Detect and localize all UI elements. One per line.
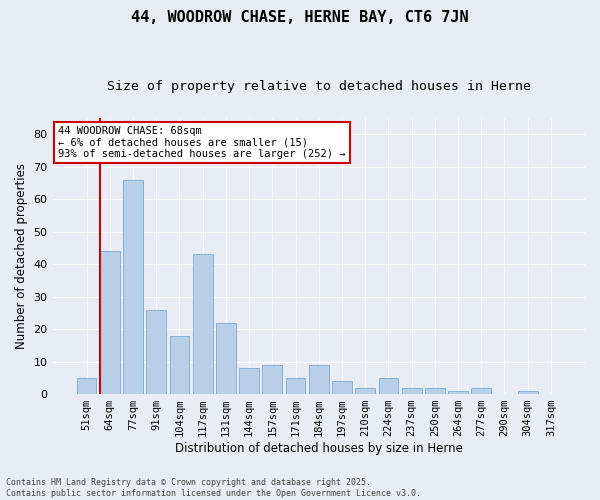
Text: 44, WOODROW CHASE, HERNE BAY, CT6 7JN: 44, WOODROW CHASE, HERNE BAY, CT6 7JN: [131, 10, 469, 25]
Bar: [518, 391, 538, 394]
Bar: [170, 336, 190, 394]
Bar: [100, 251, 119, 394]
Bar: [355, 388, 375, 394]
Bar: [448, 391, 468, 394]
Bar: [123, 180, 143, 394]
Y-axis label: Number of detached properties: Number of detached properties: [15, 163, 28, 349]
Bar: [262, 365, 282, 394]
Text: 44 WOODROW CHASE: 68sqm
← 6% of detached houses are smaller (15)
93% of semi-det: 44 WOODROW CHASE: 68sqm ← 6% of detached…: [58, 126, 346, 160]
Bar: [402, 388, 422, 394]
Bar: [239, 368, 259, 394]
Bar: [425, 388, 445, 394]
Bar: [309, 365, 329, 394]
Bar: [332, 381, 352, 394]
Bar: [472, 388, 491, 394]
Bar: [379, 378, 398, 394]
Text: Contains HM Land Registry data © Crown copyright and database right 2025.
Contai: Contains HM Land Registry data © Crown c…: [6, 478, 421, 498]
Bar: [216, 322, 236, 394]
Title: Size of property relative to detached houses in Herne: Size of property relative to detached ho…: [107, 80, 531, 93]
Bar: [193, 254, 212, 394]
Bar: [77, 378, 97, 394]
Bar: [286, 378, 305, 394]
X-axis label: Distribution of detached houses by size in Herne: Distribution of detached houses by size …: [175, 442, 463, 455]
Bar: [146, 310, 166, 394]
